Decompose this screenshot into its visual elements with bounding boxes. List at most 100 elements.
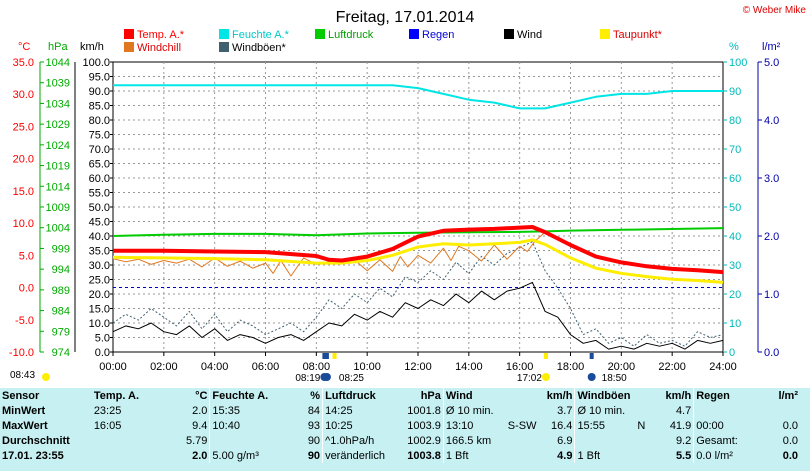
wind-tick-label: 60.0 [89,173,110,185]
legend-swatch [409,29,419,39]
temp-tick-label: -10.0 [9,347,34,359]
table-row: 17.01. 23:55 2.0 5.00 g/m³ 90 veränderli… [0,448,800,463]
wind-tick-label: 100.0 [82,57,110,69]
humidity-tick-label: 90 [729,86,741,98]
press-value: 1003.9 [407,419,441,432]
rain-unit-header: l/m² [778,389,798,402]
axis-ticks: 35.0 30.0 25.0 20.0 15.0 10.0 5.0 0.0 -5.0 -10.0 1… [9,57,779,373]
humidity-tick-label: 0 [729,347,735,359]
humidity-tick-label: 20 [729,289,741,301]
rain-tick-label: 2.0 [764,231,779,243]
time-tick-label: 22:00 [658,361,686,373]
wind-dir [506,448,539,463]
wind-tick-label: 80.0 [89,115,110,127]
statistics-panel: Sensor Temp. A. °C Feuchte A. % Luftdruc… [0,388,810,471]
sunrise-icon [42,373,50,381]
pressure-tick-label: 1014 [46,181,70,193]
temp-tick-label: 20.0 [13,154,34,166]
table-row: MaxWert 16:05 9.4 10:40 93 10:25 1003.9 … [0,418,800,433]
legend-label: Taupunkt* [613,29,663,41]
time-tick-label: 08:00 [303,361,331,373]
wind-tick-label: 30.0 [89,260,110,272]
hum-header: Feuchte A. [209,388,285,403]
moonrise-icon [587,373,596,381]
wind-series-line [112,281,724,350]
gust-dir [635,403,653,418]
press-time: 10:25 [322,418,399,433]
rain-value: 0.0 [782,434,798,447]
temp-unit-header: °C [195,389,208,402]
humidity-tick-label: 100 [729,57,747,69]
row-label: MinWert [2,404,46,417]
astro-marker-time: 17:02 [517,373,542,384]
legend-swatch [600,29,610,39]
press-time: ^1.0hPa/h [322,433,399,448]
wind-axis-unit: km/h [80,41,104,53]
statistics-table: Sensor Temp. A. °C Feuchte A. % Luftdruc… [0,388,800,463]
pressure-tick-label: 1044 [46,57,70,69]
wind-tick-label: 65.0 [89,159,110,171]
wind-tick-label: 90.0 [89,86,110,98]
gust-info: 15:55 [574,418,636,433]
temp-value: 2.0 [192,404,208,417]
hum-unit-header: % [310,389,321,402]
press-value: 1002.9 [407,434,441,447]
astro-marker [322,353,327,359]
astro-marker-time: 18:50 [602,373,627,384]
gust-value: 4.7 [675,404,692,417]
time-tick-label: 10:00 [353,361,381,373]
time-tick-label: 02:00 [150,361,178,373]
legend-label: Regen [422,29,454,41]
rain-info: 0.0 l/m² [693,448,757,463]
table-row: MinWert 23:25 2.0 15:35 84 14:25 1001.8 … [0,403,800,418]
astro-marker [589,353,594,359]
time-tick-label: 16:00 [506,361,534,373]
wind-info: 166.5 km [442,433,506,448]
time-tick-label: 24:00 [709,361,737,373]
credit-label: © Weber Mike [743,5,807,16]
temp-tick-label: 35.0 [13,57,34,69]
pressure-tick-label: 974 [52,347,70,359]
wind-tick-label: 70.0 [89,144,110,156]
wind-tick-label: 75.0 [89,130,110,142]
press-value: 1003.8 [407,449,441,462]
temp-header: Temp. A. [93,389,140,402]
wind-unit-header: km/h [546,389,573,402]
wind-tick-label: 20.0 [89,289,110,301]
pressure-tick-label: 989 [52,285,70,297]
legend-swatch [124,42,134,52]
temp-tick-label: 0.0 [19,283,34,295]
rain-value [756,403,800,418]
temp-time: 23:25 [93,404,122,417]
gust-info: 1 Bft [574,448,636,463]
press-time: veränderlich [322,448,399,463]
pressure-tick-label: 1039 [46,78,70,90]
wind-value: 3.7 [557,404,573,417]
hum-value: 90 [307,434,321,447]
legend-label: Wind [517,29,542,41]
astro-marker [543,353,548,359]
astro-marker-time: 08:25 [339,373,364,384]
pressure-tick-label: 994 [52,264,70,276]
pressure-tick-label: 1024 [46,140,70,152]
wind-tick-label: 95.0 [89,72,110,84]
press-header: Luftdruck [322,388,399,403]
temp-tick-label: 15.0 [13,186,34,198]
hum-time: 5.00 g/m³ [209,448,285,463]
humidity-tick-label: 70 [729,144,741,156]
legend-swatch [219,42,229,52]
chart-series [112,84,724,350]
time-tick-label: 00:00 [99,361,127,373]
wind-value: 4.9 [557,449,573,462]
humidity-series-line [113,84,723,110]
wind-tick-label: 0.0 [95,347,110,359]
astro-marker-time: 08:19 [295,373,320,384]
statistics-header-row: Sensor Temp. A. °C Feuchte A. % Luftdruc… [0,388,800,403]
temp-tick-label: 25.0 [13,121,34,133]
gust-value: 5.5 [675,449,692,462]
wind-tick-label: 15.0 [89,304,110,316]
legend-swatch [315,29,325,39]
temp-time [92,448,156,463]
pressure-tick-label: 984 [52,306,70,318]
legend-swatch [124,29,134,39]
